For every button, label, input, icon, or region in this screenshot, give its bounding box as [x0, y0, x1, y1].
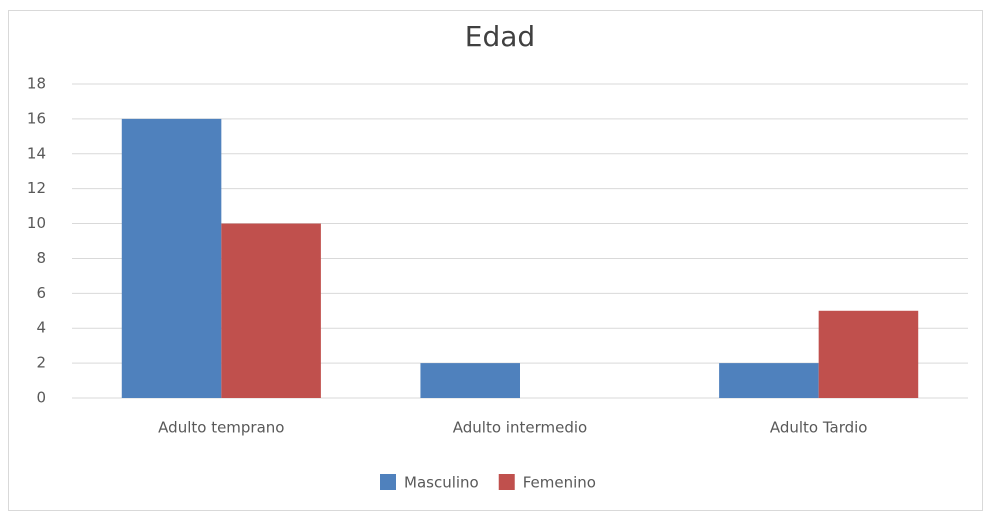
y-tick-label: 14 — [27, 144, 46, 162]
legend-label: Masculino — [404, 474, 479, 492]
y-tick-label: 2 — [36, 354, 46, 372]
bar — [221, 223, 321, 398]
legend-label: Femenino — [523, 474, 596, 492]
bar — [121, 118, 222, 398]
bar — [420, 363, 520, 398]
y-tick-label: 4 — [36, 319, 46, 337]
legend-swatch — [498, 474, 515, 490]
chart-title: Edad — [465, 20, 535, 53]
y-tick-label: 6 — [36, 284, 46, 302]
bar — [818, 310, 919, 398]
y-tick-label: 16 — [27, 109, 46, 127]
x-tick-label: Adulto intermedio — [453, 419, 587, 437]
y-tick-label: 8 — [36, 249, 46, 267]
x-tick-label: Adulto Tardio — [770, 419, 868, 437]
y-tick-label: 12 — [27, 179, 46, 197]
y-tick-label: 10 — [27, 214, 46, 232]
bar — [719, 363, 819, 398]
legend-swatch — [380, 474, 396, 490]
y-tick-label: 0 — [36, 389, 46, 407]
x-tick-label: Adulto temprano — [158, 419, 284, 437]
y-tick-label: 18 — [27, 75, 46, 93]
